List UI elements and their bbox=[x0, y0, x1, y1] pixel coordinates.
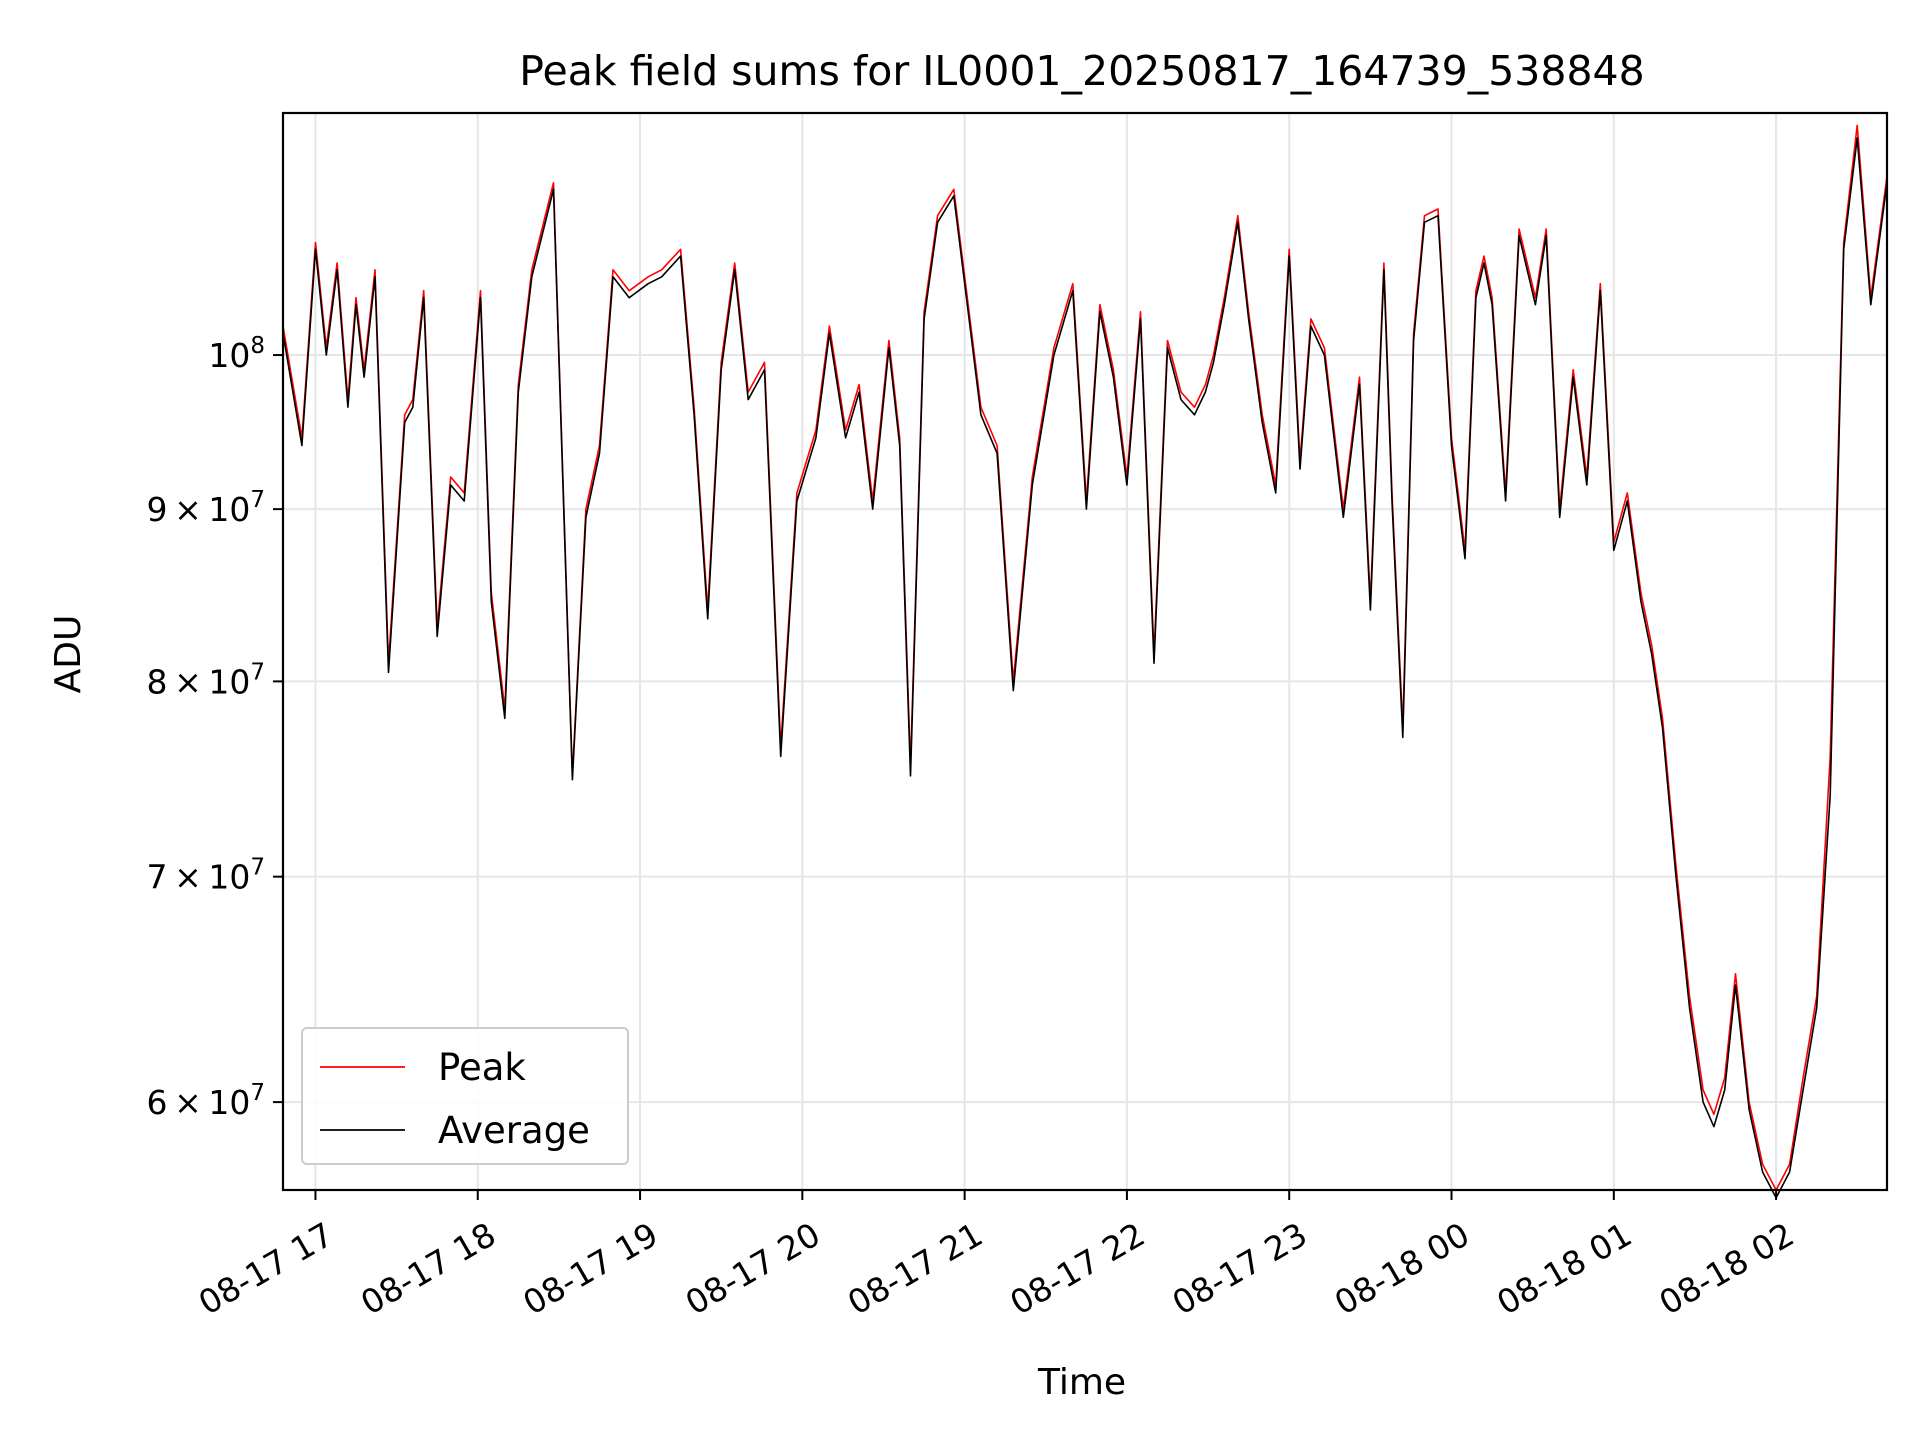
chart-title: Peak field sums for IL0001_20250817_1647… bbox=[519, 47, 1644, 95]
axis-ticks: 08-17 17 08-17 18 08-17 19 08-17 20 08-17 21… bbox=[147, 333, 1801, 1323]
x-tick-label: 08-17 18 bbox=[354, 1215, 502, 1323]
y-axis-label: ADU bbox=[48, 615, 89, 694]
x-tick-label: 08-17 22 bbox=[1003, 1215, 1151, 1323]
x-tick-label: 08-17 20 bbox=[679, 1215, 827, 1323]
y-tick-label: 108 bbox=[208, 333, 265, 375]
x-tick-label: 08-17 21 bbox=[841, 1215, 989, 1323]
x-axis-label: Time bbox=[1037, 1362, 1126, 1403]
y-tick-label: 8 × 107 bbox=[147, 659, 265, 701]
y-tick-label: 6 × 107 bbox=[147, 1080, 265, 1122]
x-tick-label: 08-18 02 bbox=[1653, 1215, 1801, 1323]
x-tick-label: 08-17 19 bbox=[516, 1215, 664, 1323]
series-line-average bbox=[282, 137, 1888, 1199]
x-tick-label: 08-18 00 bbox=[1328, 1215, 1476, 1323]
y-tick-label: 7 × 107 bbox=[147, 855, 265, 897]
x-tick-label: 08-17 23 bbox=[1166, 1215, 1314, 1323]
legend-label-average: Average bbox=[438, 1109, 590, 1152]
y-tick-label: 9 × 107 bbox=[147, 487, 265, 529]
legend-label-peak: Peak bbox=[438, 1046, 526, 1089]
x-tick-label: 08-18 01 bbox=[1490, 1215, 1638, 1323]
plot-frame bbox=[281, 111, 1889, 1192]
x-tick-label: 08-17 17 bbox=[192, 1215, 340, 1323]
legend: Peak Average bbox=[301, 1027, 629, 1165]
series-lines bbox=[282, 124, 1888, 1199]
